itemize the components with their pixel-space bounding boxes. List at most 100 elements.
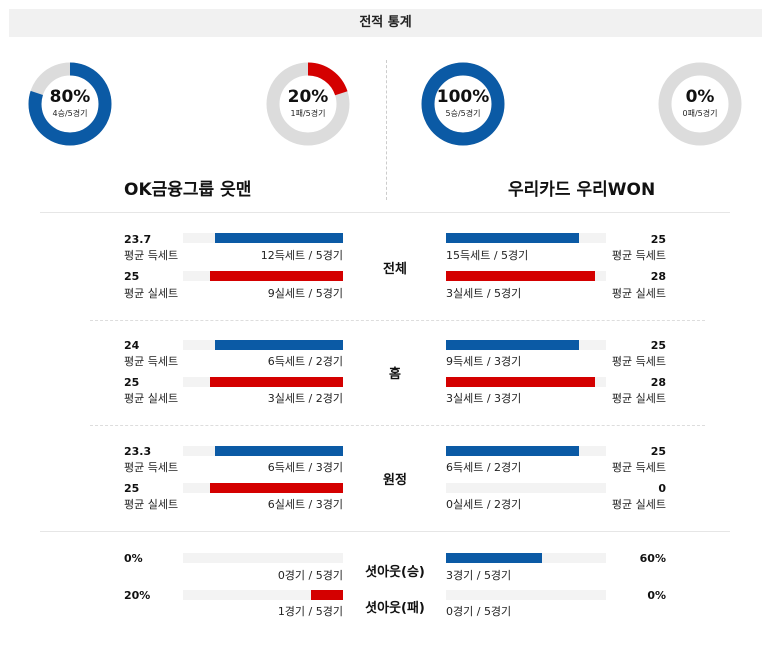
away-avg-won-bar — [446, 446, 579, 456]
away-avg-lost-value: 28 — [650, 270, 666, 283]
donut-away-win: 100% 5승/5경기 — [421, 62, 505, 146]
home-shutout-win-caption: 0경기 / 5경기 — [277, 569, 343, 582]
home-shutout-loss-caption: 1경기 / 5경기 — [277, 605, 343, 618]
donut-home-win: 80% 4승/5경기 — [28, 62, 112, 146]
donut-arc — [266, 62, 350, 146]
home-avg-won-value: 23.3 — [124, 445, 152, 458]
home-avg-lost-label: 평균 실세트 — [124, 498, 179, 511]
away-avg-lost-value: 0 — [658, 482, 666, 495]
away-avg-won-caption: 9득세트 / 3경기 — [446, 355, 522, 368]
home-avg-won-caption: 6득세트 / 3경기 — [267, 461, 343, 474]
shutout-win-label: 셧아웃(승) — [365, 565, 425, 580]
bar-track — [446, 483, 606, 493]
home-avg-won-bar — [215, 340, 343, 350]
away-avg-lost-label: 평균 실세트 — [611, 498, 666, 511]
away-shutout-win-caption: 3경기 / 5경기 — [446, 569, 512, 582]
away-avg-won-bar — [446, 340, 579, 350]
home-avg-won-caption: 6득세트 / 2경기 — [267, 355, 343, 368]
bar-track — [183, 340, 343, 350]
section-divider — [90, 320, 705, 321]
donut-record: 1패/5경기 — [290, 109, 326, 118]
shutout-loss-label: 셧아웃(패) — [365, 601, 425, 616]
donut-record: 5승/5경기 — [445, 109, 481, 118]
home-avg-won-label: 평균 득세트 — [124, 249, 179, 262]
donut-arc — [28, 62, 112, 146]
donut-percent: 0% — [685, 87, 715, 107]
away-avg-won-value: 25 — [650, 445, 666, 458]
away-avg-lost-caption: 0실세트 / 2경기 — [446, 498, 522, 511]
home-avg-won-label: 평균 득세트 — [124, 355, 179, 368]
donut-chart — [421, 62, 505, 146]
home-avg-won-caption: 12득세트 / 5경기 — [260, 249, 343, 262]
away-team-name: 우리카드 우리WON — [508, 180, 656, 200]
bar-track — [446, 271, 606, 281]
home-shutout-win-value: 0% — [124, 552, 143, 565]
donut-percent: 20% — [287, 87, 329, 107]
home-avg-lost-bar — [210, 377, 343, 387]
home-avg-lost-label: 평균 실세트 — [124, 392, 179, 405]
section-label: 홈 — [389, 367, 401, 382]
bar-track — [183, 590, 343, 600]
team-divider — [386, 60, 387, 200]
away-avg-lost-bar — [446, 377, 595, 387]
home-avg-lost-label: 평균 실세트 — [124, 287, 179, 300]
section-divider — [40, 212, 730, 213]
donut-track — [658, 62, 742, 146]
away-avg-won-value: 25 — [650, 233, 666, 246]
home-avg-won-value: 24 — [124, 339, 140, 352]
away-avg-won-caption: 6득세트 / 2경기 — [446, 461, 522, 474]
away-avg-won-label: 평균 득세트 — [611, 461, 666, 474]
away-shutout-loss-value: 0% — [647, 589, 666, 602]
away-avg-won-label: 평균 득세트 — [611, 355, 666, 368]
home-avg-lost-bar — [210, 483, 343, 493]
away-avg-lost-caption: 3실세트 / 5경기 — [446, 287, 522, 300]
away-avg-lost-bar — [446, 271, 595, 281]
home-avg-lost-value: 25 — [124, 482, 140, 495]
bar-track — [446, 553, 606, 563]
bar-track — [446, 233, 606, 243]
donut-home-loss: 20% 1패/5경기 — [266, 62, 350, 146]
donut-record: 0패/5경기 — [682, 109, 718, 118]
away-avg-won-caption: 15득세트 / 5경기 — [446, 249, 529, 262]
bar-track — [183, 377, 343, 387]
bar-track — [183, 233, 343, 243]
bar-track — [446, 377, 606, 387]
away-avg-won-bar — [446, 233, 579, 243]
away-avg-lost-label: 평균 실세트 — [611, 392, 666, 405]
bar-track — [183, 446, 343, 456]
away-avg-lost-label: 평균 실세트 — [611, 287, 666, 300]
home-avg-lost-bar — [210, 271, 343, 281]
away-avg-won-label: 평균 득세트 — [611, 249, 666, 262]
donut-percent: 100% — [436, 87, 490, 107]
bar-track — [446, 340, 606, 350]
home-avg-lost-caption: 6실세트 / 3경기 — [267, 498, 343, 511]
donut-chart — [266, 62, 350, 146]
donut-chart — [28, 62, 112, 146]
donut-chart — [658, 62, 742, 146]
home-avg-won-value: 23.7 — [124, 233, 152, 246]
away-avg-lost-value: 28 — [650, 376, 666, 389]
home-shutout-loss-value: 20% — [124, 589, 151, 602]
home-avg-lost-caption: 3실세트 / 2경기 — [267, 392, 343, 405]
away-avg-lost-caption: 3실세트 / 3경기 — [446, 392, 522, 405]
home-team-name: OK금융그룹 읏맨 — [124, 180, 252, 200]
away-avg-won-value: 25 — [650, 339, 666, 352]
bar-track — [183, 553, 343, 563]
bar-track — [183, 271, 343, 281]
home-avg-won-bar — [215, 446, 343, 456]
stats-header: 전적 통계 — [9, 9, 762, 37]
bar-track — [446, 446, 606, 456]
home-avg-won-bar — [215, 233, 343, 243]
donut-record: 4승/5경기 — [52, 109, 88, 118]
home-shutout-loss-bar — [311, 590, 343, 600]
donut-away-loss: 0% 0패/5경기 — [658, 62, 742, 146]
section-label: 원정 — [383, 473, 407, 488]
section-divider — [40, 531, 730, 532]
bar-track — [446, 590, 606, 600]
section-label: 전체 — [383, 262, 407, 277]
donut-arc — [421, 62, 505, 146]
home-avg-won-label: 평균 득세트 — [124, 461, 179, 474]
away-shutout-win-bar — [446, 553, 542, 563]
home-avg-lost-value: 25 — [124, 376, 140, 389]
away-shutout-win-value: 60% — [639, 552, 666, 565]
